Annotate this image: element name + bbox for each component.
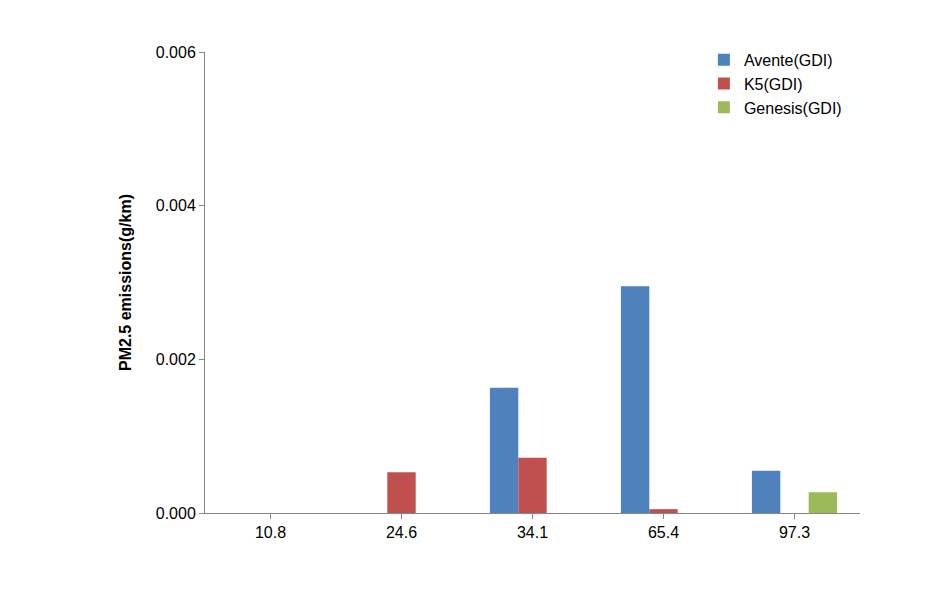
svg-text:0.004: 0.004: [156, 197, 196, 214]
svg-text:K5(GDI): K5(GDI): [744, 76, 803, 93]
svg-text:97.3: 97.3: [779, 524, 810, 541]
svg-text:Genesis(GDI): Genesis(GDI): [744, 100, 842, 117]
svg-text:10.8: 10.8: [255, 524, 286, 541]
svg-text:PM2.5 emissions(g/km): PM2.5 emissions(g/km): [117, 194, 134, 371]
svg-text:24.6: 24.6: [386, 524, 417, 541]
svg-text:0.000: 0.000: [156, 505, 196, 522]
svg-text:34.1: 34.1: [517, 524, 548, 541]
svg-text:0.002: 0.002: [156, 351, 196, 368]
svg-text:Avente(GDI): Avente(GDI): [744, 52, 833, 69]
svg-text:65.4: 65.4: [648, 524, 679, 541]
svg-text:0.006: 0.006: [156, 44, 196, 61]
